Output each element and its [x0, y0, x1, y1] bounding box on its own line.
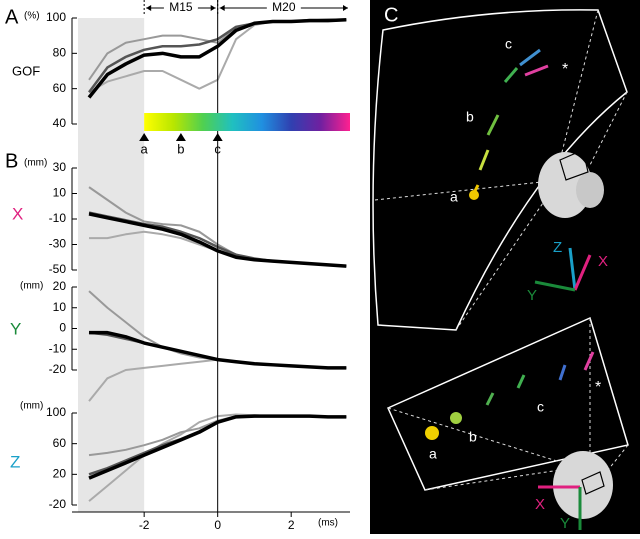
y-axis-label: X [12, 204, 23, 223]
arrow [524, 64, 549, 77]
panel-c: C c b a * X Y Z a b c * X Y [370, 0, 640, 534]
arrow [516, 374, 526, 389]
time-marker [139, 133, 150, 141]
arrow-head [425, 426, 439, 440]
y-tick-label: -50 [49, 262, 67, 276]
star: * [595, 379, 601, 396]
y-axis-label: Y [10, 319, 21, 338]
panel-label: A [5, 6, 19, 28]
y-axis-label: GOF [12, 63, 40, 78]
interval-label: M15 [169, 0, 193, 14]
x-axis-label: (ms) [318, 518, 338, 529]
y-tick-label: 100 [46, 405, 66, 419]
y-axis-label: Z [10, 452, 20, 471]
head-top [538, 152, 592, 218]
head-face [576, 172, 604, 208]
unit-label: (mm) [24, 158, 47, 169]
time-marker [212, 133, 223, 141]
arrow [485, 392, 495, 406]
arrow [519, 48, 541, 67]
top-arrows [469, 48, 549, 200]
z-axis [568, 247, 577, 291]
sensor-patch [581, 471, 605, 495]
x-tick-label: 2 [288, 518, 295, 532]
y-tick-label: 20 [53, 279, 67, 293]
time-label: b [466, 109, 474, 125]
y-tick-label: -10 [49, 341, 67, 355]
arrow [558, 364, 567, 381]
x-axis [573, 254, 592, 291]
x-tick-label: -2 [139, 518, 150, 532]
panel-label: B [5, 150, 18, 172]
axis-label: Y [527, 287, 537, 304]
time-label: c [505, 36, 512, 52]
shaded-interval [78, 18, 145, 512]
axis-label: Y [560, 515, 570, 532]
arrow-tail [469, 190, 479, 200]
top-axes [534, 247, 592, 292]
time-label: c [537, 399, 544, 415]
y-tick-label: 10 [53, 186, 67, 200]
y-tick-label: -20 [49, 497, 67, 511]
colorbar [144, 113, 350, 131]
time-marker-label: c [214, 141, 221, 156]
label-background [163, 1, 198, 15]
time-label: a [429, 446, 437, 462]
arrow [478, 149, 490, 171]
time-marker [175, 133, 186, 141]
y-tick-label: 0 [59, 321, 66, 335]
interval-label: M20 [272, 0, 296, 14]
y-tick-label: 40 [53, 116, 67, 130]
y-tick-label: 60 [53, 81, 67, 95]
unit-label: (%) [24, 11, 40, 22]
time-label: a [450, 189, 458, 205]
label-background [266, 1, 301, 15]
y-axis [534, 280, 576, 292]
y-tick-label: 100 [46, 10, 66, 24]
y-tick-label: -30 [49, 237, 67, 251]
y-tick-label: -20 [49, 362, 67, 376]
axis-label: X [598, 253, 608, 270]
unit-label: (mm) [20, 281, 43, 292]
star: * [562, 61, 568, 78]
y-tick-label: -10 [49, 211, 67, 225]
y-tick-label: 10 [53, 300, 67, 314]
axis-label: X [535, 496, 545, 513]
bottom-arrows [425, 351, 595, 440]
y-tick-label: 30 [53, 160, 67, 174]
unit-label: (mm) [20, 401, 43, 412]
axis-label: Z [553, 239, 562, 256]
arrow [486, 114, 500, 136]
arrow [583, 351, 595, 371]
time-label: b [469, 429, 477, 445]
time-marker-label: a [141, 141, 149, 156]
y-tick-label: 20 [53, 467, 67, 481]
y-tick-label: 80 [53, 46, 67, 60]
projection-lines [387, 318, 629, 491]
arrow [503, 67, 519, 83]
sensor-patch [559, 149, 589, 181]
arrow-head [450, 412, 462, 424]
y-tick-label: 60 [53, 436, 67, 450]
panel-label: C [384, 4, 398, 26]
time-marker-label: b [177, 141, 184, 156]
x-tick-label: 0 [214, 518, 221, 532]
surface-outline [372, 9, 628, 331]
